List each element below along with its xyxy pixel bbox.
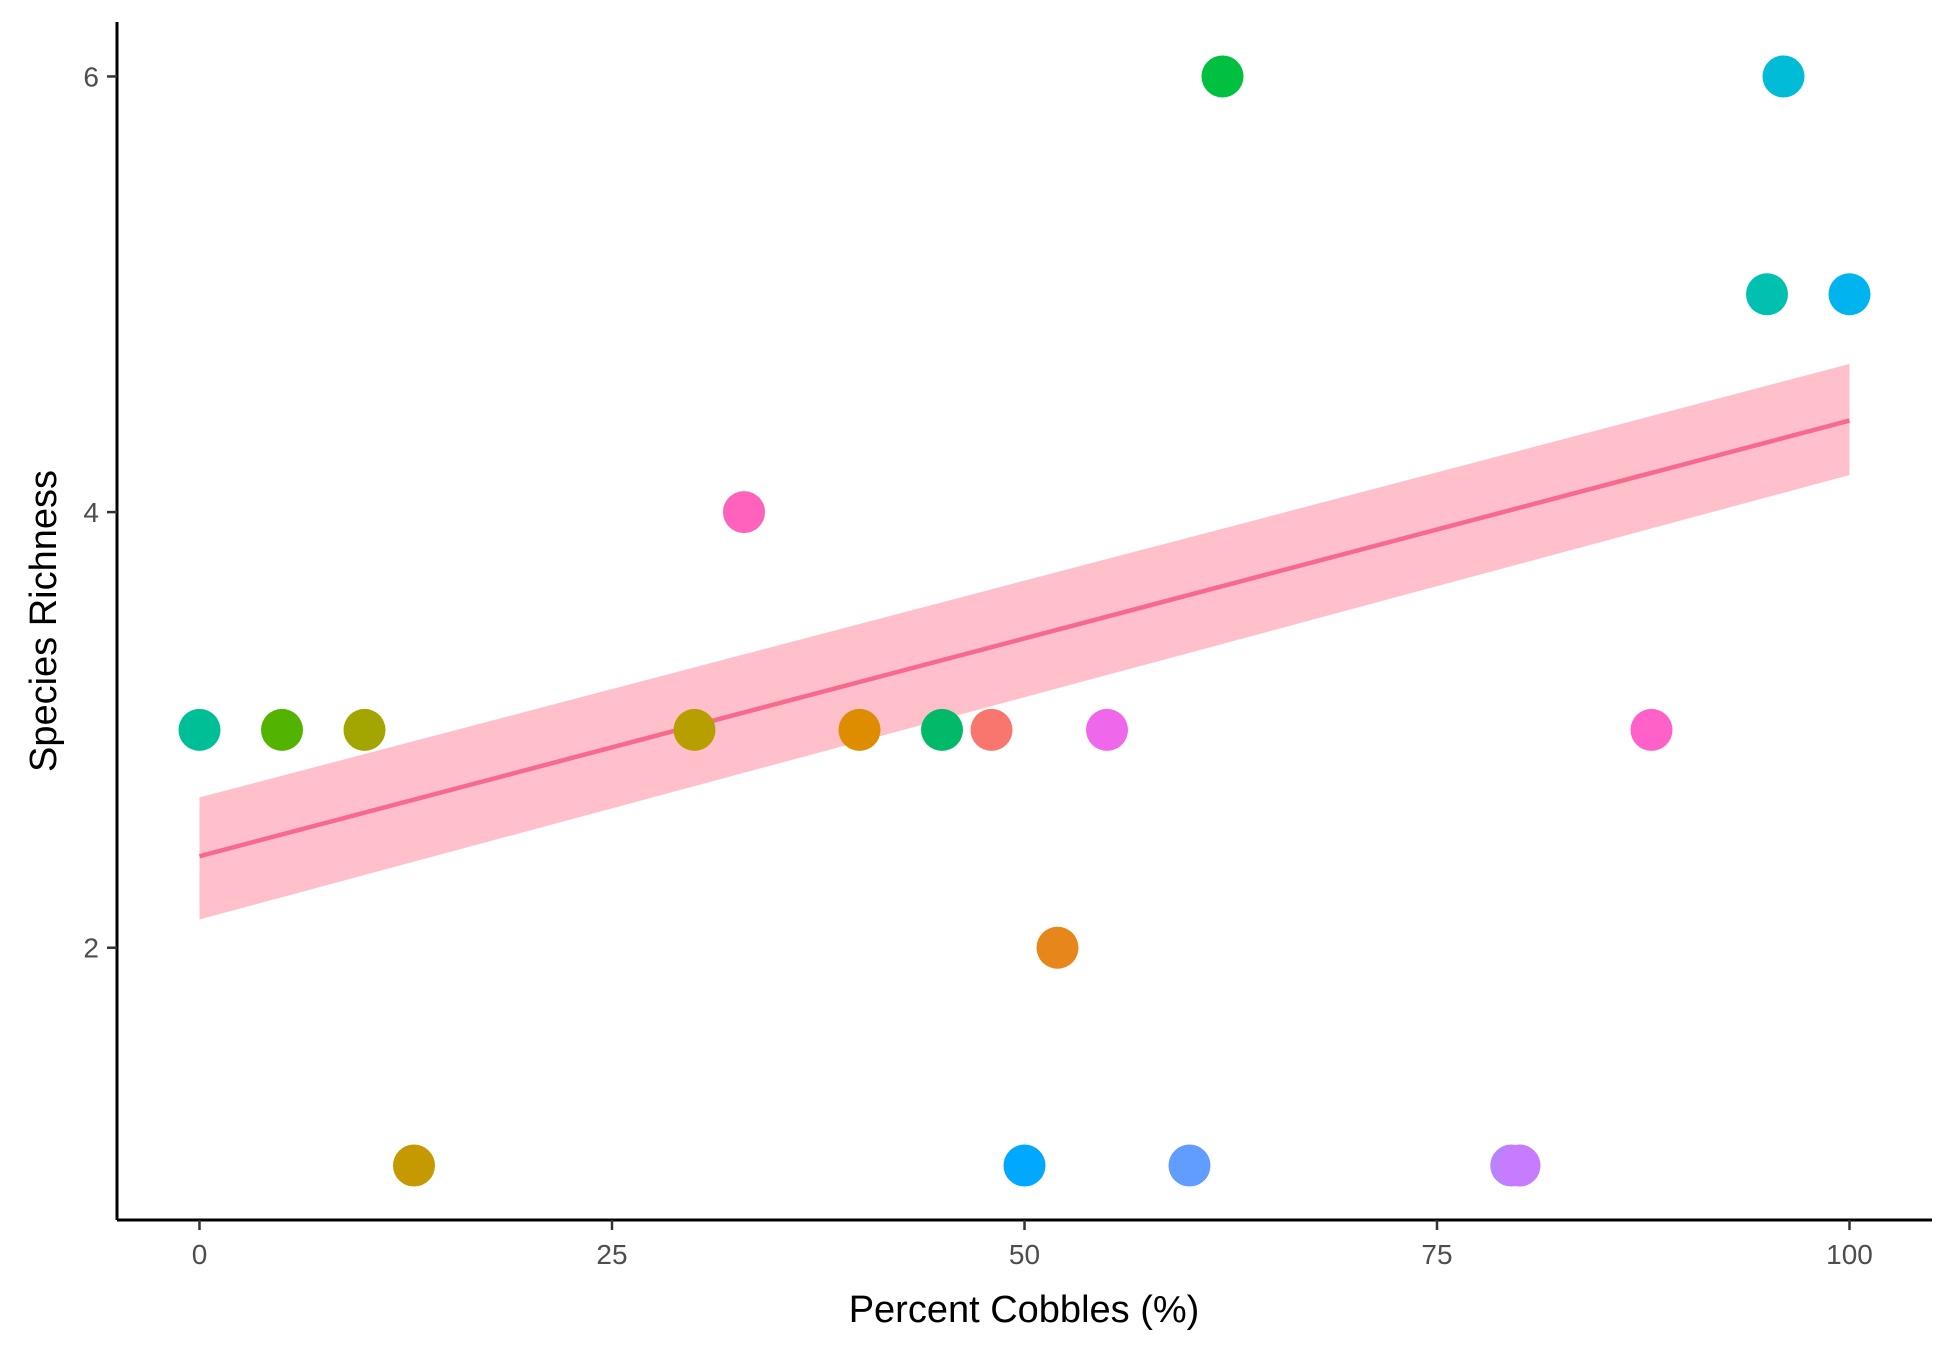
y-axis-title: Species Richness [23,470,65,772]
data-point [673,708,716,751]
data-point [723,491,765,534]
y-tick-label: 4 [83,497,99,528]
data-point [343,708,386,751]
x-ticks: 0 25 50 75 100 [192,1220,1873,1270]
data-point [1168,1144,1211,1187]
data-point [1762,55,1805,98]
x-tick-label: 25 [596,1239,627,1270]
data-point [261,708,303,751]
data-point [921,708,963,751]
fit-line-layer [198,418,1851,859]
data-point [1086,708,1128,751]
data-point [1498,1144,1541,1187]
data-point [1201,55,1244,98]
data-point [838,708,881,751]
confidence-band-layer [199,363,1850,920]
x-axis-title: Percent Cobbles (%) [849,1289,1200,1331]
points-layer [178,55,1871,1187]
data-point [1746,273,1788,316]
data-point [1036,926,1079,969]
x-tick-label: 75 [1421,1239,1452,1270]
y-ticks: 2 4 6 [83,61,117,964]
data-point [393,1144,435,1187]
y-tick-label: 2 [83,933,99,964]
data-point [1630,708,1673,751]
x-tick-label: 0 [192,1239,208,1270]
x-tick-label: 100 [1826,1239,1873,1270]
data-point [970,708,1013,751]
confidence-band [199,363,1850,920]
data-point [1003,1144,1046,1187]
x-tick-label: 50 [1009,1239,1040,1270]
y-tick-label: 6 [83,61,99,92]
data-point [1828,273,1871,316]
data-point [178,708,221,751]
regression-line [198,418,1851,859]
